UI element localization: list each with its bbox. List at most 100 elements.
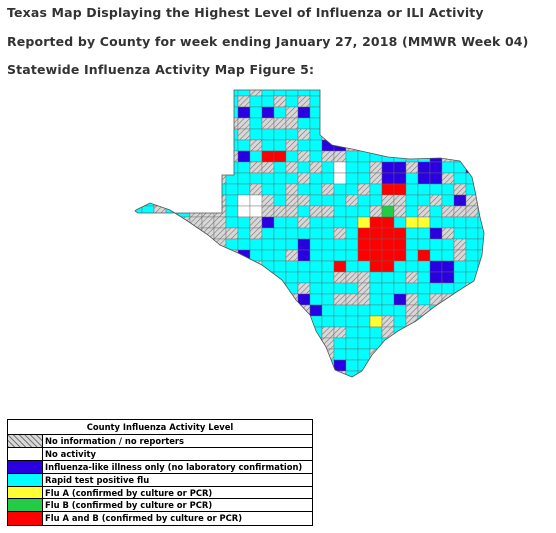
county-cell-none[interactable] — [273, 348, 287, 361]
county-cell-rapid[interactable] — [441, 348, 455, 361]
county-cell-rapid[interactable] — [237, 227, 251, 240]
county-cell-none[interactable] — [321, 205, 335, 218]
county-cell-rapid[interactable] — [309, 249, 323, 262]
county-cell-none[interactable] — [465, 326, 479, 339]
county-cell-rapid[interactable] — [453, 95, 467, 108]
county-cell-rapid[interactable] — [429, 370, 443, 382]
county-cell-ili[interactable] — [297, 293, 311, 306]
county-cell-rapid[interactable] — [286, 382, 298, 385]
county-cell-ili[interactable] — [309, 359, 323, 372]
county-cell-rapid[interactable] — [429, 304, 443, 317]
county-cell-fluAB[interactable] — [357, 238, 371, 251]
county-cell-none[interactable] — [393, 106, 407, 119]
county-cell-ili[interactable] — [201, 128, 215, 141]
county-cell-none[interactable] — [213, 227, 227, 240]
county-cell-rapid[interactable] — [369, 183, 383, 196]
county-cell-rapid[interactable] — [369, 282, 383, 295]
county-cell-none[interactable] — [165, 139, 179, 152]
county-cell-rapid[interactable] — [189, 128, 203, 141]
county-cell-rapid[interactable] — [357, 128, 371, 141]
county-cell-rapid[interactable] — [490, 118, 500, 129]
county-cell-none[interactable] — [357, 183, 371, 196]
county-cell-rapid[interactable] — [429, 216, 443, 229]
county-cell-ili[interactable] — [441, 95, 455, 108]
county-cell-rapid[interactable] — [333, 183, 347, 196]
county-cell-none[interactable] — [321, 150, 335, 163]
county-cell-rapid[interactable] — [189, 106, 203, 119]
county-cell-none[interactable] — [321, 106, 335, 119]
county-cell-rapid[interactable] — [357, 139, 371, 152]
county-cell-none[interactable] — [333, 370, 347, 382]
county-cell-none[interactable] — [165, 337, 179, 350]
county-cell-rapid[interactable] — [237, 326, 251, 339]
county-cell-rapid[interactable] — [453, 128, 467, 141]
county-cell-rapid[interactable] — [225, 260, 239, 273]
county-cell-rapid[interactable] — [357, 194, 371, 207]
county-cell-ili[interactable] — [429, 150, 443, 163]
county-cell-none[interactable] — [190, 382, 202, 385]
county-cell-none[interactable] — [141, 249, 155, 262]
county-cell-rapid[interactable] — [490, 184, 500, 195]
county-cell-none[interactable] — [249, 161, 263, 174]
county-cell-none[interactable] — [321, 183, 335, 196]
county-cell-none[interactable] — [490, 294, 500, 305]
county-cell-none[interactable] — [285, 139, 299, 152]
county-cell-none[interactable] — [237, 128, 251, 141]
county-cell-none[interactable] — [141, 326, 155, 339]
county-cell-none[interactable] — [297, 216, 311, 229]
county-cell-none[interactable] — [226, 382, 238, 385]
county-cell-none[interactable] — [189, 238, 203, 251]
county-cell-rapid[interactable] — [237, 139, 251, 152]
county-cell-rapid[interactable] — [357, 348, 371, 361]
county-cell-rapid[interactable] — [382, 382, 394, 385]
county-cell-fluAB[interactable] — [381, 227, 395, 240]
county-cell-rapid[interactable] — [297, 183, 311, 196]
county-cell-none[interactable] — [453, 249, 467, 262]
county-cell-ili[interactable] — [477, 106, 490, 119]
county-cell-rapid[interactable] — [405, 205, 419, 218]
county-cell-none[interactable] — [285, 106, 299, 119]
county-cell-rapid[interactable] — [453, 216, 467, 229]
county-cell-rapid[interactable] — [333, 205, 347, 218]
county-cell-none[interactable] — [298, 382, 310, 385]
county-cell-none[interactable] — [490, 107, 500, 118]
county-cell-fluAB[interactable] — [393, 227, 407, 240]
county-cell-none[interactable] — [381, 194, 395, 207]
county-cell-none[interactable] — [189, 304, 203, 317]
county-cell-rapid[interactable] — [177, 106, 191, 119]
county-cell-rapid[interactable] — [393, 260, 407, 273]
county-cell-rapid[interactable] — [345, 370, 359, 382]
county-cell-none[interactable] — [177, 271, 191, 284]
county-cell-rapid[interactable] — [237, 370, 251, 382]
county-cell-none[interactable] — [213, 128, 227, 141]
county-cell-ili[interactable] — [297, 249, 311, 262]
county-cell-rapid[interactable] — [225, 183, 239, 196]
county-cell-none[interactable] — [189, 194, 203, 207]
county-cell-rapid[interactable] — [309, 216, 323, 229]
county-cell-none[interactable] — [213, 117, 227, 130]
county-cell-rapid[interactable] — [465, 337, 479, 350]
county-cell-rapid[interactable] — [285, 172, 299, 185]
county-cell-rapid[interactable] — [405, 150, 419, 163]
county-cell-rapid[interactable] — [441, 304, 455, 317]
county-cell-rapid[interactable] — [273, 315, 287, 328]
county-cell-rapid[interactable] — [237, 216, 251, 229]
county-cell-rapid[interactable] — [405, 337, 419, 350]
county-cell-rapid[interactable] — [477, 216, 490, 229]
county-cell-rapid[interactable] — [441, 216, 455, 229]
county-cell-rapid[interactable] — [405, 260, 419, 273]
county-cell-rapid[interactable] — [381, 337, 395, 350]
county-cell-rapid[interactable] — [381, 150, 395, 163]
county-cell-rapid[interactable] — [405, 227, 419, 240]
county-cell-ili[interactable] — [261, 216, 275, 229]
county-cell-fluAB[interactable] — [393, 249, 407, 262]
county-cell-rapid[interactable] — [369, 326, 383, 339]
county-cell-rapid[interactable] — [429, 249, 443, 262]
county-cell-none[interactable] — [405, 293, 419, 306]
county-cell-none[interactable] — [441, 227, 455, 240]
county-cell-fluAB[interactable] — [369, 249, 383, 262]
county-cell-rapid[interactable] — [273, 172, 287, 185]
county-cell-rapid[interactable] — [477, 315, 490, 328]
county-cell-rapid[interactable] — [477, 249, 490, 262]
county-cell-none[interactable] — [393, 128, 407, 141]
